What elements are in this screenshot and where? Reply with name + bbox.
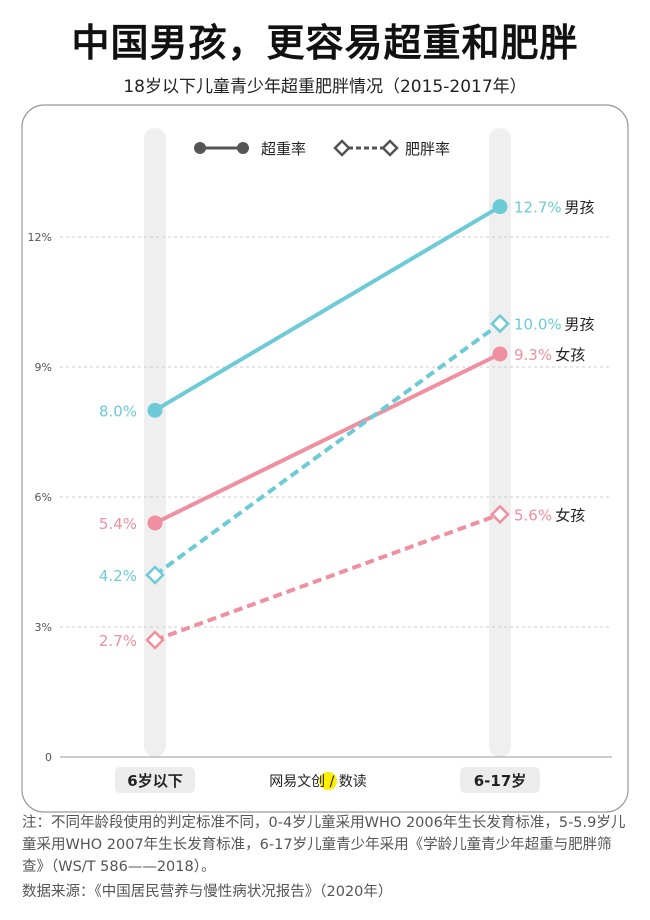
category-column	[489, 128, 511, 757]
data-label: 9.3%	[514, 346, 552, 364]
data-point-circle	[492, 199, 508, 215]
y-tick-label: 12%	[28, 231, 52, 244]
logo-dot	[319, 772, 337, 790]
data-label: 5.6%	[514, 506, 552, 524]
data-label: 5.4%	[99, 515, 137, 533]
watermark-logo: 网易文创 / 数读	[269, 773, 367, 790]
data-label: 4.2%	[99, 567, 137, 585]
series-end-label: 男孩	[565, 316, 595, 334]
data-point-circle	[147, 515, 163, 531]
legend-circle-icon	[194, 142, 206, 154]
category-badge	[115, 767, 195, 793]
series-end-label: 男孩	[565, 199, 595, 217]
data-point-diamond	[145, 630, 165, 650]
series-line	[154, 512, 501, 642]
series-line	[153, 322, 502, 577]
chart-subtitle: 18岁以下儿童青少年超重肥胖情况（2015-2017年）	[123, 77, 527, 97]
y-tick-label: 6%	[35, 491, 52, 504]
legend-diamond-icon	[381, 139, 399, 157]
series-end-label: 女孩	[555, 346, 585, 364]
legend-label: 超重率	[261, 140, 306, 158]
page-title: 中国男孩，更容易超重和肥胖	[71, 21, 579, 65]
data-point-diamond	[145, 565, 165, 585]
series-line	[153, 204, 502, 413]
y-tick-label: 9%	[35, 361, 52, 374]
data-point-circle	[492, 346, 508, 362]
data-label: 2.7%	[99, 632, 137, 650]
category-badge	[460, 767, 540, 793]
data-label: 12.7%	[514, 199, 562, 217]
data-label: 8.0%	[99, 402, 137, 420]
x-tick-label: 6岁以下	[127, 772, 182, 790]
series-line	[154, 352, 501, 525]
data-label: 10.0%	[514, 316, 562, 334]
series-end-label: 女孩	[555, 506, 585, 524]
legend-label: 肥胖率	[405, 140, 450, 158]
y-tick-label: 0	[45, 751, 52, 764]
legend-circle-icon	[237, 142, 249, 154]
category-column	[144, 128, 166, 757]
chart-card	[21, 104, 629, 813]
y-tick-label: 3%	[35, 621, 52, 634]
data-point-diamond	[490, 313, 510, 334]
data-source: 数据来源：《中国居民营养与慢性病状况报告》（2020年）	[22, 884, 393, 900]
data-point-diamond	[490, 504, 510, 525]
footnote: 注：不同年龄段使用的判定标准不同，0-4岁儿童采用WHO 2006年生长发育标准…	[22, 815, 626, 875]
legend-diamond-icon	[333, 139, 351, 157]
data-point-circle	[147, 402, 163, 418]
x-tick-label: 6-17岁	[474, 772, 527, 790]
